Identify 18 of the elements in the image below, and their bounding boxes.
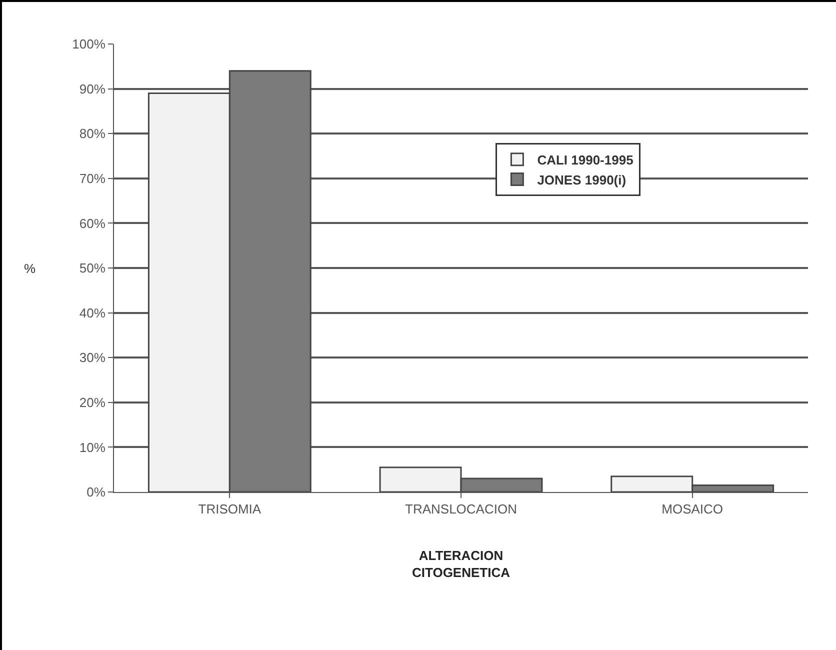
y-tick-label: 10% <box>79 440 106 455</box>
y-tick-label: 20% <box>79 394 106 410</box>
legend-label: CALI 1990-1995 <box>537 152 634 168</box>
y-tick-label: 80% <box>79 126 106 142</box>
x-tick-label: MOSAICO <box>662 502 724 517</box>
x-tick-label: TRISOMIA <box>198 502 262 517</box>
y-tick-label: 70% <box>79 170 106 186</box>
y-axis-title: % <box>24 261 36 276</box>
x-axis-title: ALTERACION CITOGENETICA <box>412 548 511 580</box>
y-tick-label: 30% <box>79 350 106 366</box>
y-tick-label: 60% <box>79 216 106 231</box>
x-tick-label: TRANSLOCACION <box>405 502 517 517</box>
y-tick-label: 90% <box>79 81 106 96</box>
y-tick-label: 50% <box>79 260 106 276</box>
y-tick-label: 0% <box>86 484 106 500</box>
legend-label: JONES 1990(i) <box>537 172 626 188</box>
y-tick-label: 40% <box>79 305 106 320</box>
y-tick-label: 100% <box>72 36 106 52</box>
